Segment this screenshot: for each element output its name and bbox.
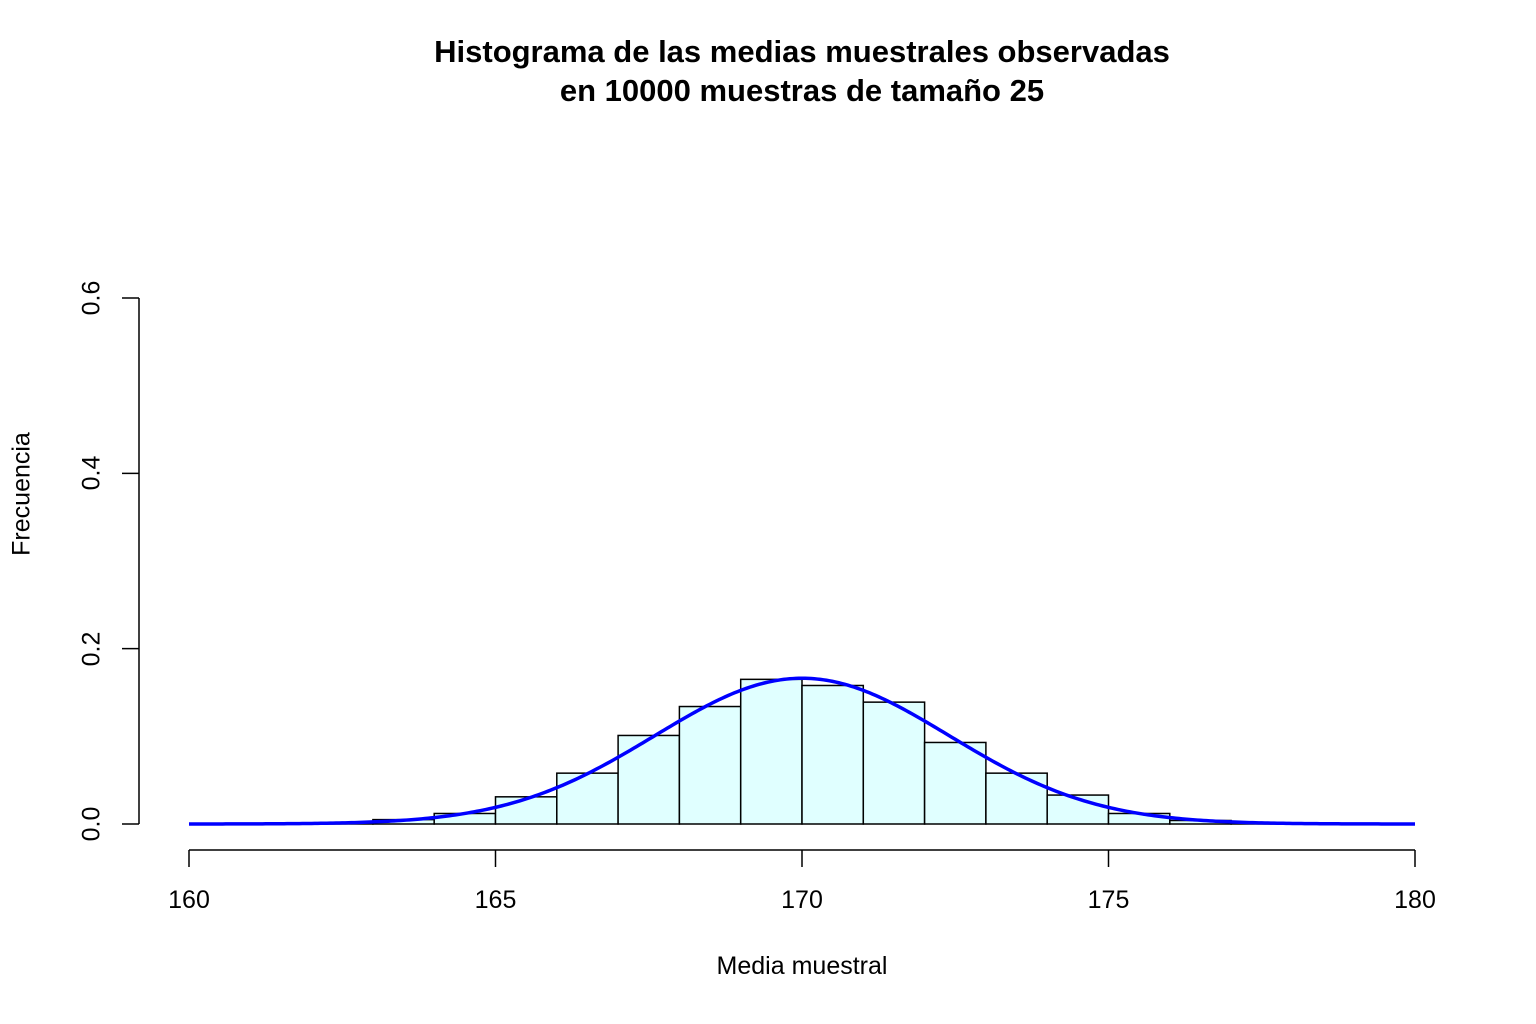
x-tick-label: 165 — [474, 886, 517, 914]
x-tick-label: 160 — [168, 886, 210, 914]
histogram-bar — [617, 734, 681, 825]
chart-title: Histograma de las medias muestrales obse… — [0, 32, 1536, 110]
histogram-bar — [494, 796, 558, 825]
y-tick-label: 0.2 — [77, 631, 106, 667]
histogram-bar — [801, 684, 865, 825]
histogram-bar — [862, 701, 926, 825]
histogram-bars — [310, 678, 1294, 825]
histogram-bar — [678, 705, 742, 825]
chart-title-line-1: Histograma de las medias muestrales obse… — [434, 34, 1170, 69]
histogram-bar — [739, 678, 803, 825]
chart-title-line-2: en 10000 muestras de tamaño 25 — [559, 73, 1045, 108]
y-tick-label: 0.4 — [77, 455, 106, 491]
y-axis — [122, 297, 140, 825]
x-axis-label: Media muestral — [716, 952, 888, 980]
normal-density-curve — [188, 676, 1416, 826]
histogram-bar — [923, 741, 987, 825]
histogram-bar — [985, 772, 1048, 825]
y-tick-label: 0.0 — [77, 806, 106, 842]
y-axis-label: Frecuencia — [7, 432, 36, 556]
x-tick-label: 180 — [1394, 886, 1436, 914]
x-tick-label: 170 — [781, 886, 823, 914]
x-axis — [188, 849, 1416, 867]
y-tick-label: 0.6 — [77, 280, 106, 316]
x-tick-label: 175 — [1087, 886, 1130, 914]
histogram-bar — [556, 772, 619, 825]
